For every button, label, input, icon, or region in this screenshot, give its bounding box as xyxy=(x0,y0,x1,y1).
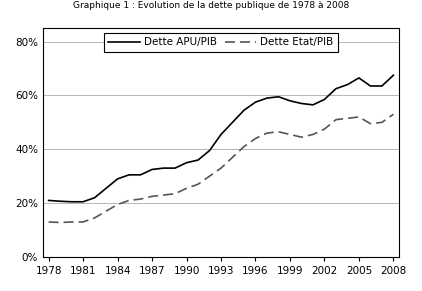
Dette APU/PIB xyxy=(311,103,316,107)
Dette APU/PIB xyxy=(173,166,178,170)
Dette Etat/PIB xyxy=(357,115,362,119)
Dette Etat/PIB xyxy=(207,174,212,178)
Dette Etat/PIB xyxy=(149,195,154,198)
Dette APU/PIB xyxy=(287,99,292,102)
Dette APU/PIB xyxy=(276,95,281,99)
Dette Etat/PIB xyxy=(299,135,304,139)
Dette APU/PIB xyxy=(127,173,132,177)
Dette Etat/PIB xyxy=(253,137,258,140)
Dette Etat/PIB xyxy=(127,199,132,202)
Dette Etat/PIB xyxy=(276,130,281,134)
Line: Dette Etat/PIB: Dette Etat/PIB xyxy=(49,114,393,223)
Dette APU/PIB xyxy=(391,73,396,77)
Dette APU/PIB xyxy=(333,87,338,91)
Dette Etat/PIB xyxy=(173,192,178,196)
Dette Etat/PIB xyxy=(379,120,384,124)
Dette APU/PIB xyxy=(69,200,74,203)
Line: Dette APU/PIB: Dette APU/PIB xyxy=(49,75,393,202)
Dette APU/PIB xyxy=(81,200,86,203)
Dette APU/PIB xyxy=(149,168,154,171)
Dette Etat/PIB xyxy=(265,131,270,135)
Dette APU/PIB xyxy=(195,158,200,162)
Text: Graphique 1 : Evolution de la dette publique de 1978 à 2008: Graphique 1 : Evolution de la dette publ… xyxy=(73,1,349,10)
Dette Etat/PIB xyxy=(333,118,338,121)
Dette Etat/PIB xyxy=(81,220,86,224)
Dette Etat/PIB xyxy=(241,145,246,148)
Dette APU/PIB xyxy=(92,196,97,199)
Dette Etat/PIB xyxy=(92,216,97,220)
Dette APU/PIB xyxy=(230,120,235,124)
Dette Etat/PIB xyxy=(230,156,235,159)
Dette APU/PIB xyxy=(265,96,270,100)
Dette Etat/PIB xyxy=(311,133,316,136)
Legend: Dette APU/PIB, Dette Etat/PIB: Dette APU/PIB, Dette Etat/PIB xyxy=(104,33,338,52)
Dette APU/PIB xyxy=(184,161,189,164)
Dette Etat/PIB xyxy=(115,203,120,206)
Dette APU/PIB xyxy=(207,149,212,152)
Dette Etat/PIB xyxy=(219,166,224,170)
Dette APU/PIB xyxy=(345,83,350,86)
Dette APU/PIB xyxy=(357,76,362,80)
Dette Etat/PIB xyxy=(184,187,189,190)
Dette Etat/PIB xyxy=(69,220,74,224)
Dette APU/PIB xyxy=(379,84,384,88)
Dette Etat/PIB xyxy=(195,182,200,186)
Dette APU/PIB xyxy=(161,166,166,170)
Dette Etat/PIB xyxy=(138,197,143,201)
Dette Etat/PIB xyxy=(287,133,292,136)
Dette APU/PIB xyxy=(322,98,327,101)
Dette Etat/PIB xyxy=(368,122,373,125)
Dette Etat/PIB xyxy=(322,127,327,131)
Dette APU/PIB xyxy=(219,133,224,136)
Dette Etat/PIB xyxy=(46,220,51,224)
Dette APU/PIB xyxy=(299,102,304,105)
Dette APU/PIB xyxy=(57,200,62,203)
Dette APU/PIB xyxy=(241,109,246,112)
Dette Etat/PIB xyxy=(103,210,108,213)
Dette APU/PIB xyxy=(46,199,51,202)
Dette APU/PIB xyxy=(253,100,258,104)
Dette Etat/PIB xyxy=(57,221,62,224)
Dette APU/PIB xyxy=(368,84,373,88)
Dette APU/PIB xyxy=(115,177,120,181)
Dette Etat/PIB xyxy=(391,113,396,116)
Dette APU/PIB xyxy=(138,173,143,177)
Dette Etat/PIB xyxy=(345,117,350,120)
Dette Etat/PIB xyxy=(161,193,166,197)
Dette APU/PIB xyxy=(103,187,108,190)
